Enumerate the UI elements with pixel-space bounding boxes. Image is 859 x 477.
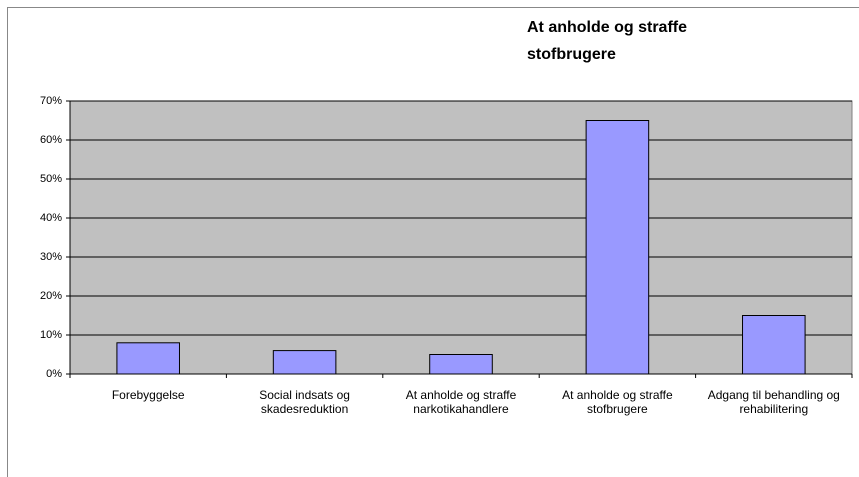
y-tick-label: 40% [40, 212, 62, 224]
bar [429, 354, 493, 375]
y-tick-label: 50% [40, 173, 62, 185]
y-tick-label: 20% [40, 290, 62, 302]
x-tick-label: At anholde og straffe narkotikahandlere [405, 388, 517, 416]
y-tick-label: 30% [40, 251, 62, 263]
x-tick-label: Adgang til behandling og rehabilitering [707, 388, 840, 416]
y-tick-label: 60% [40, 134, 62, 146]
chart-title: At anholde og straffe stofbrugere [527, 19, 688, 63]
bar [585, 120, 650, 375]
x-tick-label: Social indsats og skadesreduktion [259, 388, 350, 416]
bar [742, 315, 806, 375]
bar [116, 342, 180, 375]
y-tick-label: 70% [40, 95, 62, 107]
y-tick-label: 10% [40, 329, 62, 341]
y-tick-label: 0% [46, 368, 62, 380]
x-tick-label: At anholde og straffe stofbrugere [562, 388, 673, 416]
plot-area [69, 100, 853, 375]
x-tick-label: Forebyggelse [111, 388, 185, 402]
chart-border [7, 7, 859, 477]
bar [272, 350, 337, 375]
